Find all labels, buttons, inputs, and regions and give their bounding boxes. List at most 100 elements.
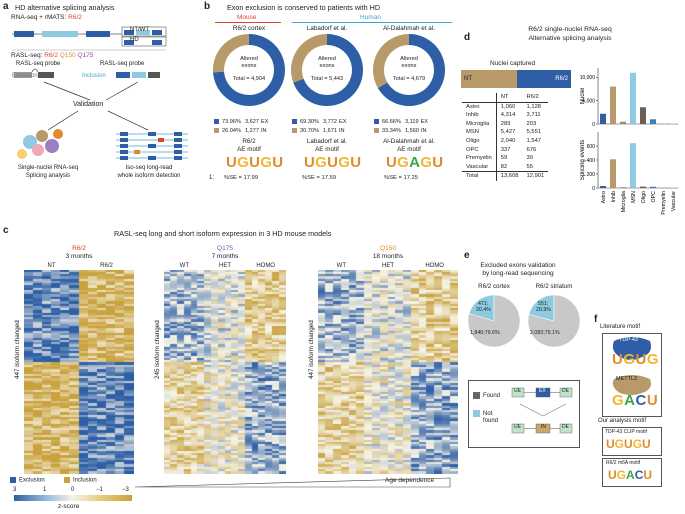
- motif-letter: G: [632, 437, 643, 451]
- motif-letter: U: [612, 351, 624, 368]
- table-header-cell: [462, 93, 497, 103]
- donut-center-line2: exons: [319, 63, 335, 69]
- exon-ue-label-bottom: UE: [514, 424, 521, 430]
- panel-b-title: Exon exclusion is conserved to patients …: [227, 3, 381, 12]
- exon-de-label-top: DE: [562, 388, 569, 394]
- pie-title: R6/2 cortex: [478, 283, 510, 290]
- snrnaseq-method-line1: Single-nuclei RNA-seq: [17, 165, 79, 171]
- probe-label-left: RASL-seq probe: [16, 61, 61, 67]
- donut-center-line1: Altered: [240, 56, 258, 62]
- table-cell: 30: [526, 155, 533, 162]
- x-category-label: Premyelin: [661, 191, 667, 215]
- table-cell: 1,060: [500, 103, 516, 110]
- bar-opc: [650, 186, 656, 188]
- motif-title: Al-Dalahmah et al.: [383, 138, 435, 145]
- motif-letter: U: [386, 154, 398, 171]
- motif-letter: A: [409, 154, 421, 171]
- in-pct: 33.34%: [382, 128, 401, 134]
- found-text: Found: [483, 393, 501, 400]
- motif-letter: G: [397, 154, 410, 171]
- motif-letter: U: [643, 468, 653, 482]
- motif-letter: U: [226, 154, 238, 171]
- donut-in-legend: 30.70% 1,671 IN: [292, 128, 345, 134]
- mettl3-motif-letters: GACU: [612, 392, 658, 409]
- rnaseq-step-text: RNA-seq + rMATS:: [11, 14, 67, 21]
- ex-swatch: [292, 119, 297, 125]
- table-total-cell: 12,901: [522, 171, 549, 181]
- bar-microglia: [620, 121, 626, 124]
- table-row: MSN 5,427 5,551: [462, 128, 548, 137]
- nt-proportion: NT: [461, 70, 518, 88]
- table-cell: 337: [500, 146, 511, 153]
- probe-label-right: RASL-seq probe: [100, 61, 145, 67]
- rasl-seq-prefix: RASL-seq:: [11, 52, 43, 59]
- table-cell: 82: [500, 163, 508, 170]
- clip-motif-letters: UGUGU: [606, 437, 651, 451]
- heatmap-legend-exclusion: Exclusion: [10, 477, 45, 484]
- bar-astro: [600, 186, 606, 188]
- donut-inclusion-slice: [291, 34, 327, 83]
- ex-swatch: [374, 119, 379, 125]
- age-dependence-label: Age dependence: [385, 477, 435, 484]
- motif-caption: AE motif: [315, 146, 339, 153]
- in-count: 1,277: [244, 128, 259, 134]
- pie-big-label: 2,083;79.1%: [530, 330, 560, 336]
- rasl-model-r62: R6/2: [44, 52, 58, 59]
- scale-tick-1: 3: [13, 487, 17, 493]
- mouse-rule: [215, 22, 281, 23]
- table-cell: 5,427: [500, 129, 516, 136]
- not-found-text-1: Not: [483, 411, 493, 418]
- x-category-label: MSN: [631, 191, 637, 203]
- panel-e-title-line1: Excluded exons validation: [480, 262, 556, 269]
- heatmap-legend-inclusion: Inclusion: [64, 477, 97, 484]
- motif-se: %SE = 17.99: [224, 175, 259, 181]
- donut-total: Total = 5,443: [310, 76, 344, 82]
- pie-found-slice: [467, 294, 521, 348]
- motif-letter: G: [237, 154, 250, 171]
- donut-title: R6/2 cortex: [232, 25, 266, 32]
- rnaseq-step-model: R6/2: [68, 14, 82, 21]
- ex-pct: 73.96%: [222, 119, 241, 125]
- track-label-ntwt: NT/WT: [130, 27, 149, 33]
- legend-found: Found: [473, 392, 500, 399]
- ex-label: EX: [260, 119, 269, 125]
- motif-letters: UGUGU: [304, 154, 361, 171]
- donut-total: Total = 4,679: [392, 76, 426, 82]
- bar-microglia: [620, 187, 626, 188]
- panel-b-label: b: [204, 1, 211, 12]
- zscore-colorbar: [14, 495, 132, 501]
- donut-chart: [291, 34, 363, 106]
- bar-inhib: [610, 86, 616, 124]
- motif-letter: C: [634, 468, 644, 482]
- table-cell: 55: [526, 163, 533, 170]
- m6a-motif-box: [602, 458, 662, 487]
- motif-row-num: 1:: [209, 175, 215, 181]
- donut-ex-legend: 66.66% 3,119 EX: [374, 119, 428, 125]
- isoseq-method-line1: Iso-seq long-read: [125, 165, 173, 171]
- x-category-label: Oligo: [641, 191, 647, 203]
- in-count: 1,560: [404, 128, 419, 134]
- m6a-motif-title: R6/2 m6A motif: [606, 460, 641, 466]
- exon-ue-label-top: UE: [514, 388, 521, 394]
- exclusion-text: Exclusion: [19, 477, 45, 484]
- human-label: Human: [360, 14, 381, 21]
- table-cell: 203: [526, 120, 537, 127]
- bar-chart-0: 0 5,000 10,000 Nuclei: [580, 68, 678, 128]
- not-found-swatch: [473, 410, 480, 417]
- table-cell: Oligo: [462, 136, 497, 146]
- donut-center-line2: exons: [401, 63, 417, 69]
- in-label: IN: [338, 128, 345, 134]
- heatmap-ylabel: 245 isoform changed: [154, 320, 161, 379]
- in-label: IN: [420, 128, 427, 134]
- table-row: Microglia 289 203: [462, 119, 548, 129]
- table-row: OPC 337 676: [462, 145, 548, 155]
- m6a-motif-letters: UGACU: [608, 468, 652, 482]
- table-header-cell: R6/2: [522, 93, 549, 103]
- motif-letters: UGUGU: [226, 154, 283, 171]
- exon-in-label: IN: [541, 424, 546, 430]
- motif-letter: A: [626, 468, 635, 482]
- ex-count: 3,119: [404, 119, 419, 125]
- inclusion-swatch: [64, 477, 70, 483]
- exon-de-label-bottom: DE: [562, 424, 569, 430]
